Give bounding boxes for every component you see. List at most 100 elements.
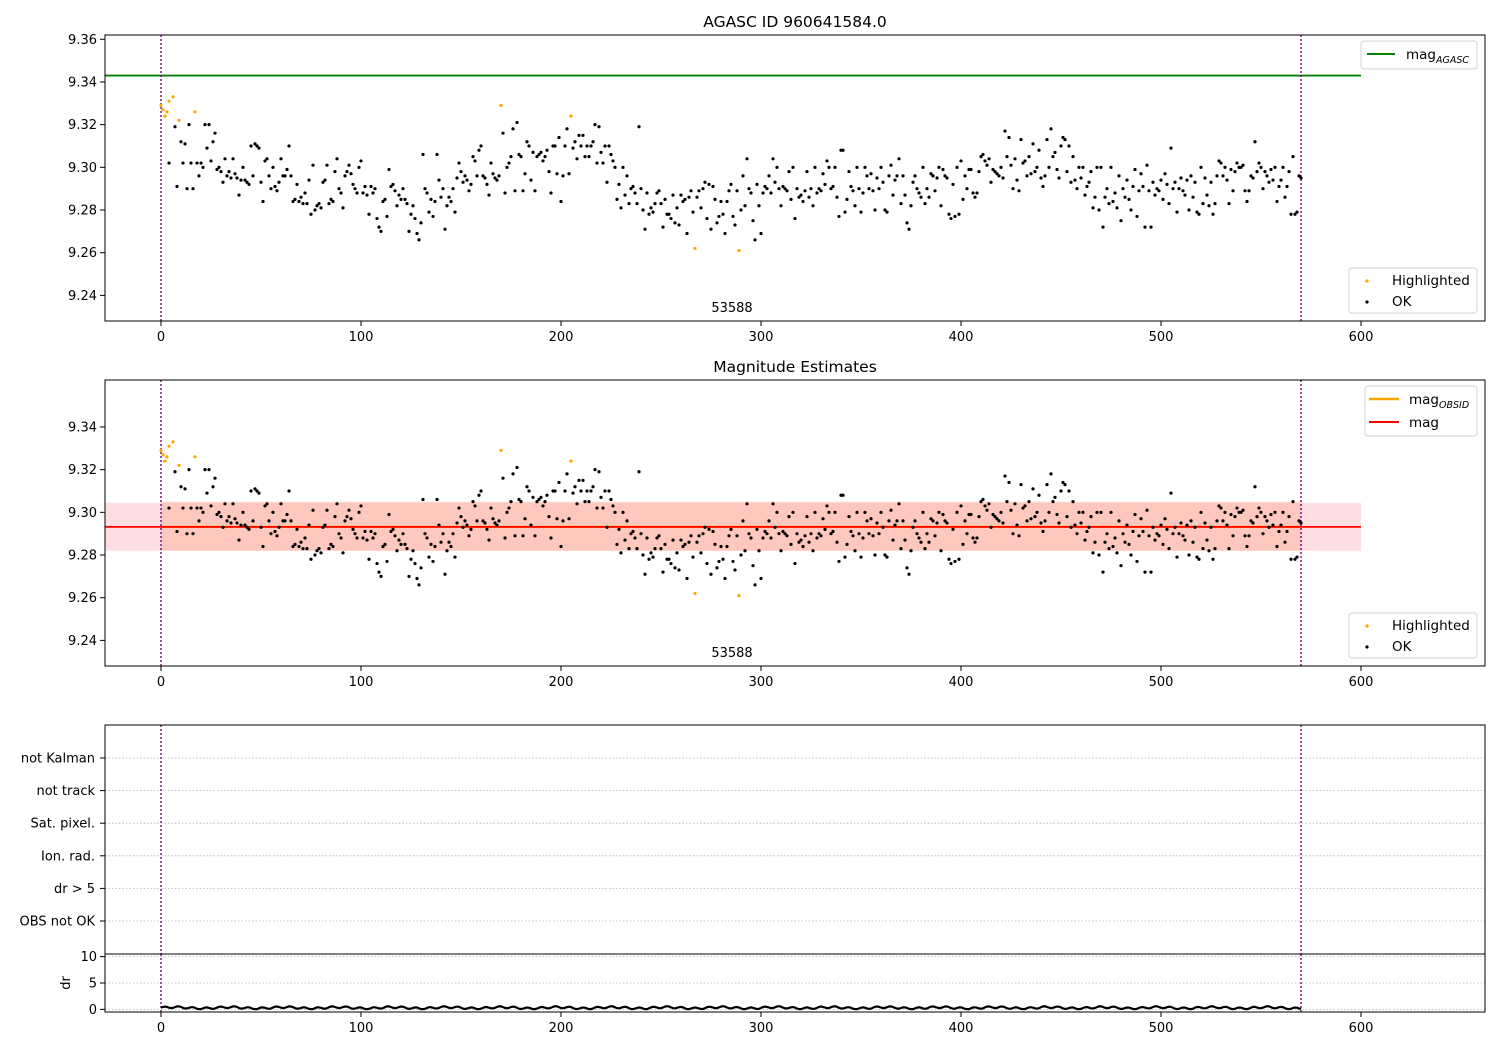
ok-point — [1295, 555, 1299, 559]
ok-point — [1201, 202, 1205, 206]
ok-point — [509, 155, 513, 159]
ok-point — [183, 142, 187, 146]
ok-point — [323, 178, 327, 182]
ok-point — [959, 159, 963, 163]
ok-point — [333, 169, 337, 174]
flag-label: OBS not OK — [20, 915, 96, 930]
ok-point — [347, 163, 351, 167]
ok-point — [649, 551, 653, 555]
ok-point — [271, 510, 275, 514]
ok-point — [1145, 508, 1149, 512]
ok-point — [899, 547, 903, 551]
ok-point — [1143, 570, 1147, 574]
ok-point — [533, 534, 537, 538]
ok-point — [827, 510, 831, 514]
ok-point — [827, 165, 831, 169]
highlighted-point — [193, 110, 197, 114]
ok-point — [885, 210, 889, 214]
ok-point — [793, 216, 797, 221]
ok-point — [409, 557, 413, 561]
ok-point — [811, 204, 815, 208]
ok-point — [333, 514, 337, 519]
ok-point — [851, 189, 855, 193]
ok-point — [709, 227, 713, 231]
ok-point — [1005, 155, 1009, 159]
ok-point — [459, 169, 463, 174]
ok-point — [225, 174, 229, 178]
ok-point — [1135, 559, 1139, 564]
ok-point — [269, 187, 273, 191]
ok-point — [683, 542, 687, 546]
ok-point — [1119, 564, 1123, 568]
ok-point — [537, 152, 541, 157]
ok-point — [441, 187, 445, 191]
ok-point — [1111, 544, 1115, 549]
ok-point — [669, 561, 673, 566]
ok-point — [1289, 557, 1293, 561]
ok-point — [769, 191, 773, 195]
panel2-legend-bottom-box — [1348, 612, 1478, 659]
ok-point — [857, 532, 861, 536]
ok-point — [1181, 189, 1185, 193]
ok-point — [767, 519, 771, 523]
ok-point — [167, 506, 171, 510]
ok-point — [403, 197, 407, 201]
ok-point — [1041, 529, 1045, 534]
ok-point — [707, 527, 711, 532]
ok-point — [1011, 187, 1015, 191]
x-tick-label: 100 — [349, 1021, 374, 1036]
ok-point — [1201, 547, 1205, 551]
ok-point — [1231, 534, 1235, 538]
ok-point — [1191, 540, 1195, 544]
ok-point — [1265, 519, 1269, 523]
ok-point — [695, 195, 699, 199]
ok-point — [181, 161, 185, 165]
ok-point — [751, 219, 755, 223]
ok-point — [409, 212, 413, 216]
ok-point — [261, 199, 265, 204]
ok-point — [777, 187, 781, 191]
ok-point — [527, 144, 531, 148]
ok-point — [1109, 165, 1113, 169]
ok-point — [847, 169, 851, 174]
highlighted-point — [171, 440, 175, 444]
ok-point — [667, 557, 671, 561]
ok-point — [197, 519, 201, 523]
ok-point — [1133, 167, 1137, 172]
ok-point — [961, 542, 965, 546]
ok-point — [495, 178, 499, 182]
ok-point — [1071, 155, 1075, 159]
ok-point — [779, 204, 783, 208]
ok-point — [255, 489, 259, 493]
ok-point — [1083, 193, 1087, 197]
ok-point — [667, 212, 671, 216]
ok-point — [1187, 208, 1191, 212]
highlighted-point — [165, 110, 169, 114]
ok-point — [541, 159, 545, 163]
ok-point — [365, 193, 369, 197]
ok-point — [595, 506, 599, 510]
ok-point — [375, 216, 379, 221]
ok-point — [901, 519, 905, 523]
ok-point — [509, 500, 513, 504]
flag-label: dr > 5 — [54, 882, 95, 897]
ok-point — [745, 502, 749, 506]
ok-point — [857, 187, 861, 191]
ok-point — [575, 157, 579, 161]
ok-point — [803, 189, 807, 193]
ok-point — [605, 180, 609, 184]
ok-point — [359, 504, 363, 508]
ok-point — [1293, 212, 1297, 216]
ok-point — [353, 532, 357, 536]
ok-point — [867, 187, 871, 191]
ok-point — [1119, 219, 1123, 223]
ok-point — [767, 174, 771, 178]
ok-point — [293, 542, 297, 546]
ok-point — [893, 178, 897, 182]
ok-point — [721, 212, 725, 216]
ok-point — [823, 182, 827, 187]
ok-point — [455, 176, 459, 180]
ok-point — [733, 568, 737, 572]
ok-point — [1153, 193, 1157, 197]
ok-point — [1185, 523, 1189, 527]
